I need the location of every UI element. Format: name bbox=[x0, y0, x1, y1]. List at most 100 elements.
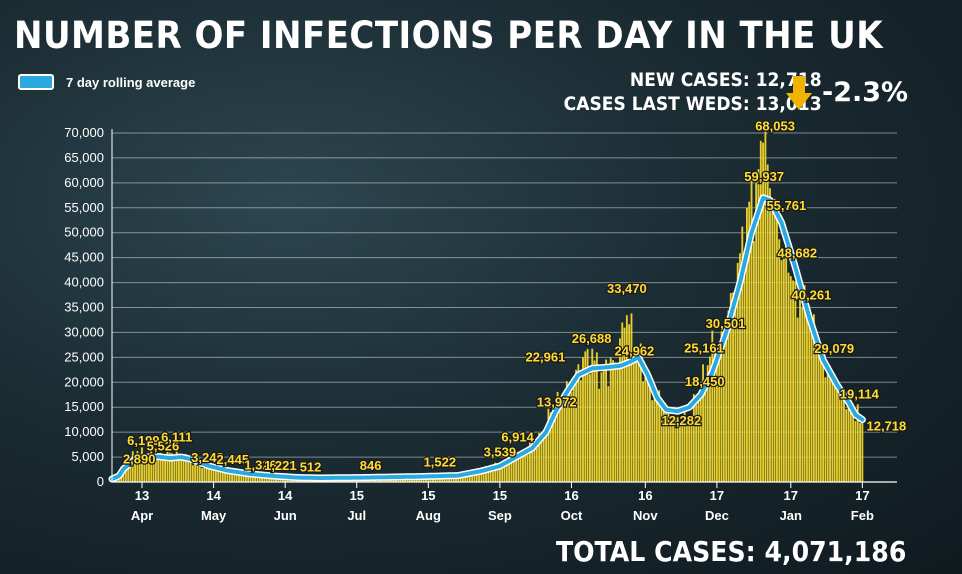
daily-bar bbox=[487, 468, 490, 482]
daily-bar bbox=[812, 314, 815, 482]
daily-bar bbox=[570, 392, 573, 482]
daily-bar bbox=[614, 362, 617, 482]
daily-bar bbox=[750, 175, 753, 482]
daily-bar bbox=[741, 226, 744, 482]
daily-bar bbox=[727, 310, 730, 482]
daily-bar bbox=[743, 268, 746, 482]
daily-bar bbox=[642, 381, 644, 482]
daily-bar bbox=[674, 420, 677, 482]
daily-bar bbox=[180, 454, 183, 482]
last-weds-stat: CASES LAST WEDS: 13,013 bbox=[564, 93, 822, 115]
daily-bar bbox=[649, 382, 651, 482]
daily-bar bbox=[789, 276, 792, 482]
data-label: 512 bbox=[300, 459, 322, 474]
data-label: 6,199 bbox=[127, 433, 160, 448]
x-tick-month: Jun bbox=[274, 508, 297, 523]
daily-bar bbox=[771, 203, 774, 483]
daily-bar bbox=[238, 474, 240, 482]
daily-bar bbox=[265, 476, 268, 482]
y-tick-label: 70,000 bbox=[64, 125, 104, 140]
daily-bar bbox=[623, 327, 626, 482]
daily-bar bbox=[226, 472, 229, 482]
daily-bar bbox=[799, 290, 801, 482]
daily-bar bbox=[198, 466, 201, 482]
daily-bar bbox=[501, 464, 504, 482]
daily-bar bbox=[639, 343, 642, 482]
daily-bar bbox=[856, 404, 859, 482]
daily-bar bbox=[669, 422, 672, 482]
x-tick-date: 15 bbox=[421, 488, 435, 503]
daily-bar bbox=[166, 451, 169, 482]
daily-bar bbox=[540, 437, 543, 482]
daily-bar bbox=[697, 394, 700, 482]
daily-bar bbox=[776, 209, 778, 483]
daily-bar bbox=[591, 348, 594, 482]
daily-bar bbox=[612, 360, 614, 482]
data-label: 25,161 bbox=[684, 341, 724, 356]
daily-bar bbox=[545, 433, 547, 482]
daily-bar bbox=[524, 450, 527, 482]
daily-bar bbox=[692, 394, 695, 482]
data-label: 13,972 bbox=[537, 394, 577, 409]
daily-bar bbox=[810, 327, 813, 482]
stats-panel: NEW CASES: 12,718 CASES LAST WEDS: 13,01… bbox=[535, 68, 822, 116]
y-tick-label: 65,000 bbox=[64, 150, 104, 165]
x-tick-date: 13 bbox=[135, 488, 149, 503]
daily-bar bbox=[651, 400, 654, 482]
y-axis: 0 5,000 10,000 15,000 20,000 25,000 30,000 35,0… bbox=[64, 125, 113, 489]
data-label: 18,450 bbox=[685, 374, 725, 389]
daily-bar bbox=[792, 280, 795, 482]
daily-bar bbox=[157, 454, 160, 482]
daily-bar bbox=[194, 461, 197, 482]
daily-bar bbox=[235, 474, 238, 482]
daily-bar bbox=[214, 468, 217, 482]
daily-bar bbox=[203, 464, 206, 482]
daily-bar bbox=[607, 386, 610, 482]
y-tick-label: 40,000 bbox=[64, 275, 104, 290]
daily-bar bbox=[510, 460, 513, 482]
daily-bar bbox=[554, 416, 557, 482]
daily-bar bbox=[586, 348, 589, 482]
daily-bar bbox=[833, 386, 836, 482]
daily-bar bbox=[718, 343, 721, 482]
daily-bar bbox=[552, 408, 554, 482]
daily-bar bbox=[575, 369, 577, 482]
daily-cases-bars bbox=[111, 126, 864, 483]
x-tick-date: 15 bbox=[350, 488, 364, 503]
y-tick-label: 20,000 bbox=[64, 374, 104, 389]
daily-bar bbox=[279, 478, 282, 482]
x-tick-date: 16 bbox=[564, 488, 578, 503]
daily-bar bbox=[584, 351, 587, 482]
x-tick-month: May bbox=[201, 508, 227, 523]
daily-bar bbox=[208, 468, 210, 482]
x-tick-month: Dec bbox=[705, 508, 729, 523]
data-label: 26,688 bbox=[572, 331, 612, 346]
daily-bar bbox=[154, 456, 157, 482]
daily-bar bbox=[231, 472, 233, 482]
daily-bar bbox=[175, 451, 178, 482]
data-label: 3,242 bbox=[191, 450, 224, 465]
y-tick-label: 0 bbox=[97, 474, 104, 489]
daily-bar bbox=[782, 250, 785, 482]
chart-title: NUMBER OF INFECTIONS PER DAY IN THE UK bbox=[14, 14, 884, 57]
daily-bar bbox=[829, 365, 831, 482]
daily-bar bbox=[182, 459, 185, 482]
daily-bar bbox=[189, 460, 192, 482]
daily-bar bbox=[755, 183, 758, 482]
x-tick-month: Oct bbox=[561, 508, 583, 523]
daily-bar bbox=[508, 461, 511, 482]
data-label: 5,526 bbox=[147, 438, 180, 453]
daily-bar bbox=[732, 292, 734, 482]
x-tick-date: 17 bbox=[855, 488, 869, 503]
data-label: 59,937 bbox=[744, 169, 784, 184]
daily-bar bbox=[531, 443, 534, 482]
daily-bar bbox=[605, 359, 608, 482]
y-tick-label: 30,000 bbox=[64, 324, 104, 339]
daily-bar bbox=[152, 457, 155, 482]
x-tick-date: 16 bbox=[638, 488, 652, 503]
data-label: 1,221 bbox=[264, 458, 297, 473]
x-tick-date: 15 bbox=[493, 488, 507, 503]
data-label: 6,111 bbox=[161, 430, 192, 445]
x-tick-month: Nov bbox=[633, 508, 658, 523]
